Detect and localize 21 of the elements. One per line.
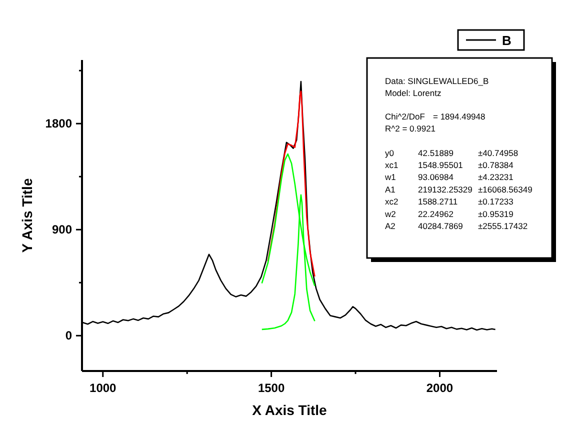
y-tick-label: 0	[65, 328, 72, 343]
y-axis-title: Y Axis Title	[19, 178, 35, 253]
annotation: Model: Lorentz	[385, 88, 442, 98]
y-tick-label: 900	[52, 222, 72, 237]
x-tick-label: 1500	[258, 381, 285, 395]
annotation: Chi^2/DoF = 1894.49948	[385, 111, 486, 122]
x-axis-title: X Axis Title	[252, 402, 328, 418]
text: y0 42.51889 ±40.74958	[385, 148, 518, 158]
text: xc2 1588.2711 ±0.17233	[385, 196, 514, 207]
y-tick-label: 1800	[45, 116, 72, 131]
text: A1 219132.25329 ±16068.56349	[385, 184, 532, 194]
x-tick-label: 1000	[90, 381, 117, 395]
line-series	[267, 90, 316, 278]
text: A2 40284.7869 ±2555.17432	[385, 221, 528, 231]
annotation: R^2 = 0.9921	[385, 124, 436, 134]
x-tick-label: 2000	[426, 381, 454, 395]
annotation: Data: SINGLEWALLED6_B	[385, 76, 489, 86]
text: w2 22.24962 ±0.95319	[385, 208, 514, 219]
legend-label: B	[502, 33, 512, 48]
text: xc1 1548.95501 ±0.78384	[385, 160, 514, 170]
text: w1 93.06984 ±4.23231	[385, 172, 514, 182]
